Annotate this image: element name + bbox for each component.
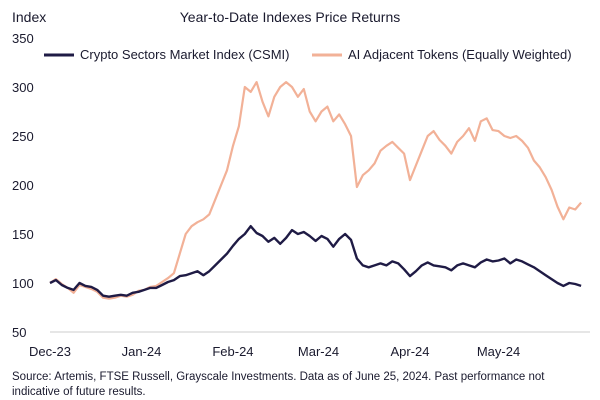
y-tick-label: 50 <box>12 325 26 340</box>
x-axis: Dec-23 Jan-24 Feb-24 Mar-24 Apr-24 May-24 <box>29 331 590 359</box>
legend: Crypto Sectors Market Index (CSMI) AI Ad… <box>44 47 572 62</box>
x-tick-label: Jan-24 <box>122 344 162 359</box>
legend-label-ai: AI Adjacent Tokens (Equally Weighted) <box>348 47 572 62</box>
chart-title: Year-to-Date Indexes Price Returns <box>180 9 400 25</box>
x-tick-label: Mar-24 <box>298 344 339 359</box>
x-tick-label: Apr-24 <box>390 344 429 359</box>
legend-label-csmi: Crypto Sectors Market Index (CSMI) <box>80 47 290 62</box>
y-tick-label: 350 <box>12 31 34 46</box>
y-tick-label: 300 <box>12 80 34 95</box>
x-tick-label: May-24 <box>477 344 520 359</box>
y-tick-label: 200 <box>12 178 34 193</box>
y-tick-label: 150 <box>12 227 34 242</box>
series-line-csmi <box>49 225 582 298</box>
x-tick-label: Dec-23 <box>29 344 71 359</box>
x-tick-label: Feb-24 <box>212 344 253 359</box>
y-axis: 50 100 150 200 250 300 350 <box>12 31 34 340</box>
y-axis-label: Index <box>12 9 46 25</box>
y-tick-label: 250 <box>12 129 34 144</box>
series-line-ai <box>49 81 582 300</box>
source-note: Source: Artemis, FTSE Russell, Grayscale… <box>12 371 545 398</box>
y-tick-label: 100 <box>12 276 34 291</box>
plot-area <box>49 81 582 300</box>
